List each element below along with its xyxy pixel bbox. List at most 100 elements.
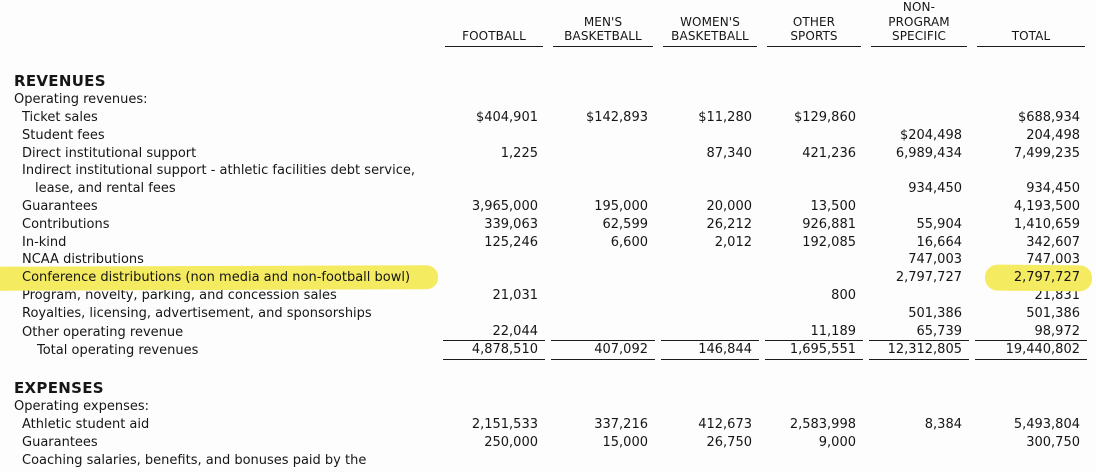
cell-other-sports: 926,881: [802, 216, 856, 232]
row-label: Coaching salaries, benefits, and bonuses…: [0, 452, 440, 470]
row-label: In-kind: [0, 234, 440, 252]
column-header-womens-basketball: WOMEN'S BASKETBALL: [663, 15, 757, 47]
cell-womens-basketball: [661, 269, 759, 287]
cell-womens-basketball: [661, 180, 759, 198]
cell-football: 4,878,510: [443, 341, 545, 361]
cell-womens-basketball: 87,340: [706, 145, 753, 161]
column-header-line: PROGRAM: [888, 14, 950, 29]
cell-football: [443, 127, 545, 145]
cell-total: $688,934: [1017, 110, 1080, 125]
cell-other-sports: 800: [831, 287, 856, 303]
cell-total: 204,498: [1026, 127, 1080, 143]
cell-other-sports: [765, 452, 863, 470]
cell-other-sports: [765, 269, 863, 287]
row-label-text: Guarantees: [22, 434, 98, 450]
cell-non-program-specific: 16,664: [916, 234, 963, 250]
row-label: Royalties, licensing, advertisement, and…: [0, 305, 440, 323]
cell-womens-basketball: [661, 452, 759, 470]
cell-total: 501,386: [1026, 305, 1080, 321]
cell-total: 5,493,804: [1013, 417, 1080, 433]
table-row: In-kind 125,246 6,600 2,012 192,085 16,664 342…: [0, 234, 1096, 252]
cell-mens-basketball: [551, 269, 655, 287]
cell-other-sports: 421,236: [802, 145, 856, 161]
column-header-line: BASKETBALL: [671, 29, 749, 43]
column-header-line: SPECIFIC: [892, 29, 946, 43]
cell-football: 2,151,533: [471, 417, 538, 433]
cell-non-program-specific: [869, 109, 969, 127]
column-header-line: WOMEN'S: [680, 14, 740, 29]
column-header-line: FOOTBALL: [462, 29, 526, 43]
column-header-mens-basketball: MEN'S BASKETBALL: [553, 15, 653, 47]
cell-other-sports: [765, 180, 863, 198]
row-label-text: Athletic student aid: [22, 417, 150, 433]
table-body: REVENUES Operating revenues: Ticket sales $…: [0, 46, 1096, 470]
table-row: Student fees $204,498 204,498: [0, 127, 1096, 145]
cell-non-program-specific: 501,386: [908, 305, 962, 321]
cell-mens-basketball: 62,599: [602, 216, 649, 232]
cell-womens-basketball: [661, 287, 759, 305]
cell-football: [443, 269, 545, 287]
cell-mens-basketball: [551, 145, 655, 163]
row-label: Ticket sales: [0, 109, 440, 127]
cell-mens-basketball: [551, 180, 655, 198]
cell-total: 19,440,802: [975, 341, 1087, 361]
cell-other-sports: 13,500: [810, 198, 857, 214]
section-spacer: [0, 46, 1096, 72]
cell-womens-basketball: $11,280: [698, 110, 752, 125]
table-row: Athletic student aid 2,151,533 337,216 412,…: [0, 416, 1096, 434]
cell-football: [443, 251, 545, 269]
row-label-text: Direct institutional support: [22, 145, 197, 161]
cell-football: 22,044: [443, 323, 545, 342]
cell-football: $404,901: [475, 110, 538, 125]
table-row: Conference distributions (non media and …: [0, 269, 1096, 287]
column-header-line: OTHER: [792, 14, 836, 29]
cell-other-sports: 192,085: [802, 234, 856, 250]
column-header-total: TOTAL: [977, 29, 1085, 47]
row-label-column-header: [5, 45, 435, 47]
row-label: Athletic student aid: [0, 416, 440, 434]
row-label-text: Other operating revenue: [22, 324, 184, 340]
table-row: Guarantees 250,000 15,000 26,750 9,000 300,75…: [0, 434, 1096, 452]
row-label-text: Total operating revenues: [37, 343, 199, 359]
row-label: Program, novelty, parking, and concessio…: [0, 287, 440, 305]
cell-non-program-specific: [869, 452, 969, 470]
cell-total: 747,003: [1026, 252, 1080, 268]
table-row: Other operating revenue 22,044 11,189 65,73…: [0, 323, 1096, 342]
cell-football: [443, 180, 545, 198]
cell-womens-basketball: 26,212: [706, 216, 753, 232]
cell-other-sports: $129,860: [793, 110, 856, 125]
cell-womens-basketball: [661, 251, 759, 269]
row-label-text: Guarantees: [22, 198, 98, 214]
cell-football: 125,246: [484, 234, 538, 250]
cell-total: 7,499,235: [1013, 145, 1080, 161]
cell-mens-basketball: [551, 323, 655, 342]
cell-non-program-specific: [869, 198, 969, 216]
cell-mens-basketball: [551, 452, 655, 470]
cell-total: 300,750: [1026, 434, 1080, 450]
cell-football: 3,965,000: [471, 198, 538, 214]
cell-non-program-specific: 55,904: [916, 216, 963, 232]
section-title: EXPENSES: [14, 379, 104, 398]
column-header-football: FOOTBALL: [445, 29, 543, 47]
section-subtitle: Operating expenses:: [14, 399, 150, 415]
column-header-line: TOTAL: [1011, 29, 1051, 43]
table-row: Guarantees 3,965,000 195,000 20,000 13,500 4,…: [0, 198, 1096, 216]
column-header-line: BASKETBALL: [564, 29, 642, 43]
column-header-line: SPORTS: [790, 29, 838, 43]
table-row: Program, novelty, parking, and concessio…: [0, 287, 1096, 305]
cell-other-sports: [765, 127, 863, 145]
row-label: Other operating revenue: [0, 324, 440, 342]
table-row: Indirect institutional support - athleti…: [0, 162, 1096, 198]
table-row: NCAA distributions 747,003 747,003: [0, 251, 1096, 269]
cell-mens-basketball: [551, 251, 655, 269]
cell-womens-basketball: 20,000: [706, 198, 753, 214]
cell-non-program-specific: 65,739: [869, 323, 969, 342]
cell-total: 934,450: [1026, 181, 1080, 197]
cell-womens-basketball: 412,673: [698, 417, 752, 433]
row-label: Student fees: [0, 127, 440, 145]
row-label: Contributions: [0, 216, 440, 234]
cell-football: [443, 305, 545, 323]
column-header-line: NON-: [902, 0, 936, 14]
row-label: Guarantees: [0, 434, 440, 452]
